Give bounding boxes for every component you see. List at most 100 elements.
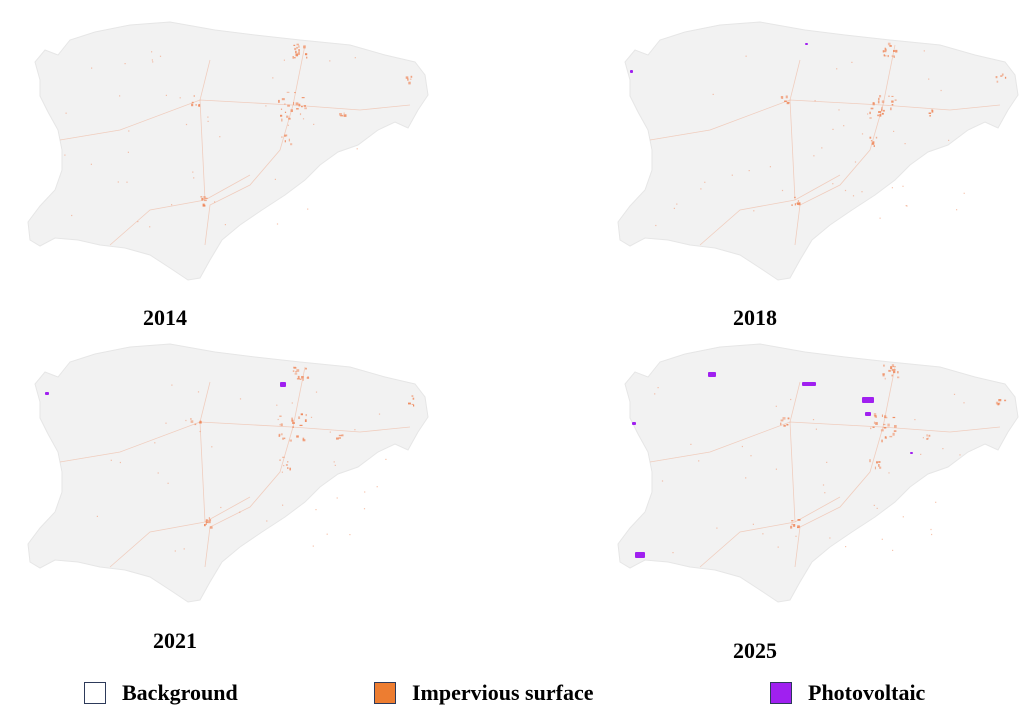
impervious-patch <box>292 422 295 424</box>
impervious-patch <box>881 439 883 443</box>
impervious-patch <box>883 54 886 57</box>
legend-item-photovoltaic: Photovoltaic <box>770 679 925 707</box>
photovoltaic-patch <box>632 422 636 425</box>
impervious-patch <box>343 112 345 114</box>
impervious-patch <box>780 422 782 426</box>
impervious-patch <box>883 423 886 426</box>
impervious-patch <box>299 113 302 116</box>
impervious-patch <box>875 422 878 425</box>
impervious-patch <box>295 102 299 106</box>
impervious-patch <box>296 378 300 380</box>
impervious-patch <box>363 508 366 510</box>
impervious-patch <box>293 102 295 105</box>
impervious-patch <box>888 472 890 474</box>
impervious-patch <box>288 138 290 142</box>
impervious-patch <box>891 187 893 189</box>
impervious-patch <box>306 56 308 59</box>
impervious-patch <box>861 133 864 135</box>
impervious-patch <box>869 117 872 119</box>
impervious-patch <box>876 507 878 509</box>
impervious-patch <box>814 100 816 102</box>
impervious-patch <box>296 108 299 110</box>
impervious-patch <box>787 417 790 420</box>
impervious-patch <box>902 516 904 518</box>
impervious-patch <box>224 224 226 226</box>
impervious-patch <box>931 109 934 111</box>
impervious-patch <box>65 112 67 114</box>
impervious-patch <box>882 373 885 375</box>
impervious-patch <box>878 97 880 101</box>
impervious-patch <box>301 106 303 108</box>
impervious-patch <box>297 375 300 379</box>
impervious-patch <box>208 517 210 519</box>
impervious-patch <box>126 181 128 183</box>
impervious-patch <box>185 419 187 422</box>
impervious-patch <box>378 413 381 415</box>
impervious-patch <box>902 185 904 187</box>
impervious-patch <box>875 415 877 418</box>
impervious-patch <box>293 44 296 46</box>
impervious-patch <box>298 416 301 419</box>
impervious-patch <box>209 519 212 522</box>
impervious-patch <box>887 42 891 46</box>
impervious-patch <box>887 55 889 58</box>
impervious-patch <box>893 55 895 58</box>
impervious-patch <box>334 464 336 466</box>
map-panel-2021 <box>27 343 429 603</box>
photovoltaic-patch <box>630 70 633 73</box>
impervious-patch <box>881 112 884 115</box>
impervious-patch <box>887 423 890 427</box>
impervious-patch <box>193 95 195 97</box>
impervious-patch <box>409 78 412 80</box>
impervious-patch <box>302 378 304 381</box>
impervious-patch <box>963 402 965 404</box>
impervious-patch <box>207 116 209 118</box>
impervious-patch <box>891 104 894 106</box>
impervious-patch <box>298 45 300 48</box>
impervious-patch <box>878 461 881 463</box>
impervious-patch <box>214 201 216 203</box>
road-line <box>699 174 841 246</box>
impervious-patch <box>282 504 284 506</box>
legend-label-impervious: Impervious surface <box>412 680 594 705</box>
impervious-patch <box>897 376 900 379</box>
impervious-patch <box>127 151 129 153</box>
impervious-patch <box>336 497 338 499</box>
impervious-patch <box>198 104 201 107</box>
impervious-patch <box>872 426 875 428</box>
impervious-patch <box>310 416 313 418</box>
impervious-patch <box>781 189 784 192</box>
impervious-patch <box>287 467 289 469</box>
impervious-patch <box>998 399 1002 402</box>
impervious-patch <box>959 454 961 456</box>
photovoltaic-patch <box>802 382 816 386</box>
impervious-patch <box>673 207 675 209</box>
impervious-patch <box>731 174 733 176</box>
impervious-patch <box>874 466 876 470</box>
impervious-patch <box>167 482 169 484</box>
year-label-2018: 2018 <box>733 305 777 330</box>
impervious-patch <box>838 109 840 111</box>
impervious-patch <box>179 97 181 99</box>
impervious-patch <box>293 57 296 59</box>
impervious-patch <box>876 461 878 464</box>
impervious-patch <box>157 472 159 474</box>
impervious-patch <box>852 195 855 197</box>
impervious-patch <box>280 423 283 427</box>
impervious-patch <box>171 384 173 386</box>
impervious-patch <box>304 107 307 110</box>
impervious-patch <box>204 200 207 202</box>
impervious-patch <box>892 549 894 551</box>
impervious-patch <box>748 170 750 172</box>
impervious-patch <box>794 203 796 206</box>
impervious-patch <box>315 509 317 511</box>
impervious-patch <box>904 143 906 145</box>
impervious-patch <box>284 103 286 105</box>
photovoltaic-patch <box>708 372 716 377</box>
impervious-patch <box>203 196 206 198</box>
impervious-patch <box>206 522 209 524</box>
impervious-patch <box>783 424 786 427</box>
impervious-patch <box>891 374 893 377</box>
impervious-patch <box>193 177 195 179</box>
impervious-patch <box>296 435 299 438</box>
